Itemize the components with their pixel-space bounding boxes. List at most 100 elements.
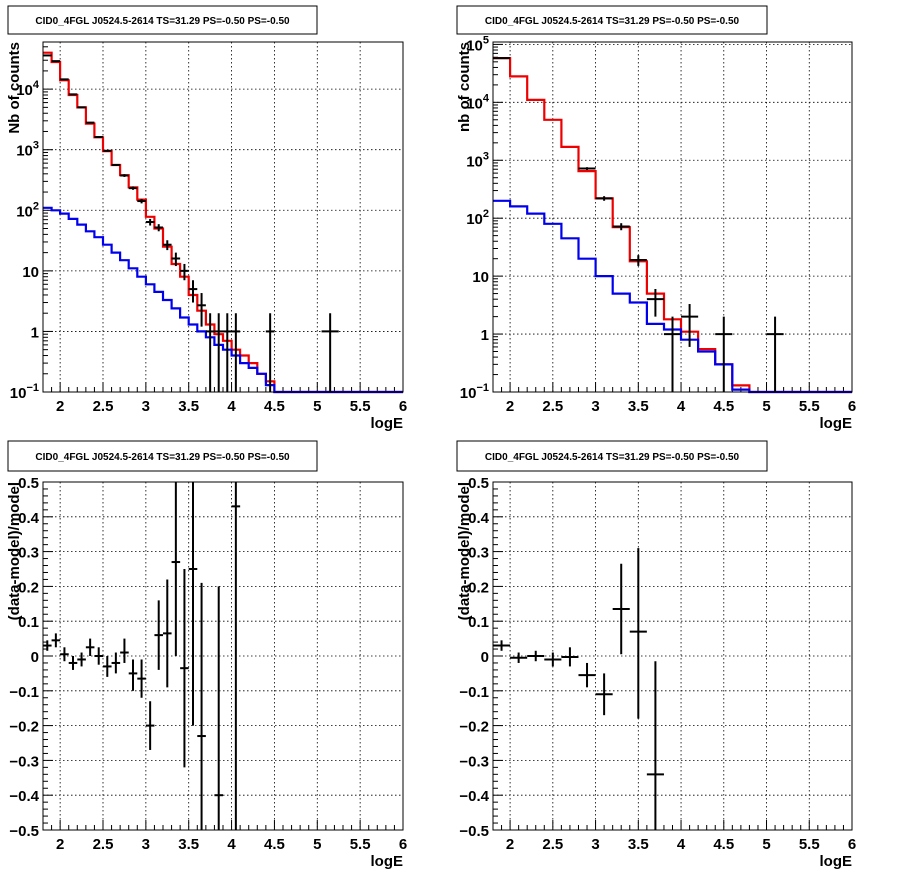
- y-tick-label: −0.3: [9, 753, 39, 770]
- data-point: [43, 640, 52, 651]
- data-point: [77, 652, 86, 667]
- x-tick-label: 3: [591, 398, 599, 415]
- data-point: [612, 223, 630, 231]
- data-point: [595, 196, 613, 201]
- data-point: [85, 121, 95, 124]
- y-tick-label: 10−1: [460, 382, 489, 402]
- data-point: [493, 640, 511, 651]
- x-tick-label: 3: [142, 836, 150, 853]
- x-tick-label: 2.5: [542, 836, 563, 853]
- data-point: [77, 106, 86, 109]
- plot-frame: [492, 481, 853, 831]
- data-point: [171, 482, 181, 656]
- data-point: [629, 548, 647, 719]
- x-tick-label: 6: [399, 836, 407, 853]
- x-tick-label: 3.5: [178, 836, 199, 853]
- data-point: [578, 662, 596, 688]
- data-point: [68, 93, 78, 96]
- data-point: [715, 316, 733, 392]
- data-point: [103, 149, 112, 152]
- y-tick-label: 1: [481, 327, 489, 344]
- data-point: [103, 656, 112, 677]
- y-tick-label: 0.3: [468, 545, 489, 562]
- data-point: [145, 218, 155, 226]
- x-axis-title: logE: [371, 853, 404, 870]
- plot-frame: [42, 41, 404, 393]
- y-tick-label: −0.4: [459, 788, 489, 805]
- data-point: [120, 638, 129, 663]
- data-point: [68, 656, 78, 670]
- data-point: [646, 661, 664, 830]
- chart-title: CID0_4FGL J0524.5-2614 TS=31.29 PS=-0.50…: [35, 16, 290, 27]
- x-tick-label: 2.5: [542, 398, 563, 415]
- data-point: [223, 313, 232, 392]
- data-point: [214, 313, 223, 392]
- x-tick-label: 5: [762, 836, 770, 853]
- data-point: [265, 313, 275, 392]
- x-tick-label: 5.5: [350, 836, 371, 853]
- data-point: [120, 174, 129, 177]
- data-point: [188, 280, 198, 303]
- y-tick-label: 102: [16, 200, 39, 220]
- x-tick-label: 5: [762, 398, 770, 415]
- data-point: [197, 293, 206, 327]
- chart-panel-2: CID0_4FGL J0524.5-2614 TS=31.29 PS=-0.50…: [456, 5, 856, 432]
- chart-panel-4: CID0_4FGL J0524.5-2614 TS=31.29 PS=-0.50…: [456, 440, 856, 870]
- data-point: [94, 136, 103, 139]
- x-tick-label: 2: [56, 398, 64, 415]
- data-point: [180, 569, 189, 768]
- data-point: [646, 288, 664, 317]
- data-point: [85, 638, 95, 656]
- x-tick-label: 3.5: [628, 398, 649, 415]
- y-axis-title: (data-model)/model: [6, 482, 23, 620]
- data-point: [163, 579, 172, 688]
- x-tick-label: 2: [506, 398, 514, 415]
- x-tick-label: 3.5: [178, 398, 199, 415]
- y-tick-label: 0.2: [468, 579, 489, 596]
- y-tick-label: −0.4: [9, 788, 39, 805]
- data-point: [231, 482, 241, 830]
- y-tick-label: 102: [466, 208, 489, 228]
- y-tick-label: 0: [31, 649, 39, 666]
- chart-title: CID0_4FGL J0524.5-2614 TS=31.29 PS=-0.50…: [485, 16, 740, 27]
- data-point: [663, 316, 682, 392]
- title-box: [456, 5, 768, 35]
- y-tick-label: 1: [31, 324, 39, 341]
- data-point: [111, 652, 121, 674]
- data-point: [188, 482, 198, 726]
- x-tick-label: 5: [313, 836, 321, 853]
- data-point: [231, 313, 241, 392]
- x-tick-label: 4.5: [264, 398, 285, 415]
- data-point: [154, 600, 163, 670]
- y-tick-label: −0.1: [459, 684, 489, 701]
- x-axis-title: logE: [371, 415, 404, 432]
- y-tick-label: 0.2: [18, 579, 39, 596]
- x-tick-label: 2.5: [93, 836, 114, 853]
- y-tick-label: 103: [466, 150, 489, 170]
- x-tick-label: 6: [848, 398, 856, 415]
- y-axis-title: (data-model)/model: [456, 482, 473, 620]
- y-tick-label: −0.1: [9, 684, 39, 701]
- y-tick-label: 0.1: [468, 614, 489, 631]
- data-point: [205, 313, 215, 392]
- data-point: [128, 186, 138, 190]
- y-tick-label: 0: [481, 649, 489, 666]
- y-tick-label: −0.5: [459, 823, 489, 840]
- data-point: [629, 255, 647, 266]
- chart-panel-3: CID0_4FGL J0524.5-2614 TS=31.29 PS=-0.50…: [6, 440, 407, 870]
- data-point: [111, 163, 121, 166]
- y-tick-label: −0.2: [459, 719, 489, 736]
- x-tick-label: 2.5: [93, 398, 114, 415]
- model-series-2: [43, 206, 403, 394]
- chart-title: CID0_4FGL J0524.5-2614 TS=31.29 PS=-0.50…: [485, 452, 740, 463]
- plot-frame: [42, 481, 404, 831]
- x-tick-label: 5.5: [799, 836, 820, 853]
- data-point: [561, 647, 579, 667]
- x-tick-label: 6: [399, 398, 407, 415]
- chart-title: CID0_4FGL J0524.5-2614 TS=31.29 PS=-0.50…: [35, 452, 290, 463]
- data-point: [544, 652, 562, 667]
- model-series-2: [493, 199, 852, 394]
- data-point: [171, 252, 181, 267]
- data-point: [595, 673, 613, 716]
- data-point: [766, 316, 784, 392]
